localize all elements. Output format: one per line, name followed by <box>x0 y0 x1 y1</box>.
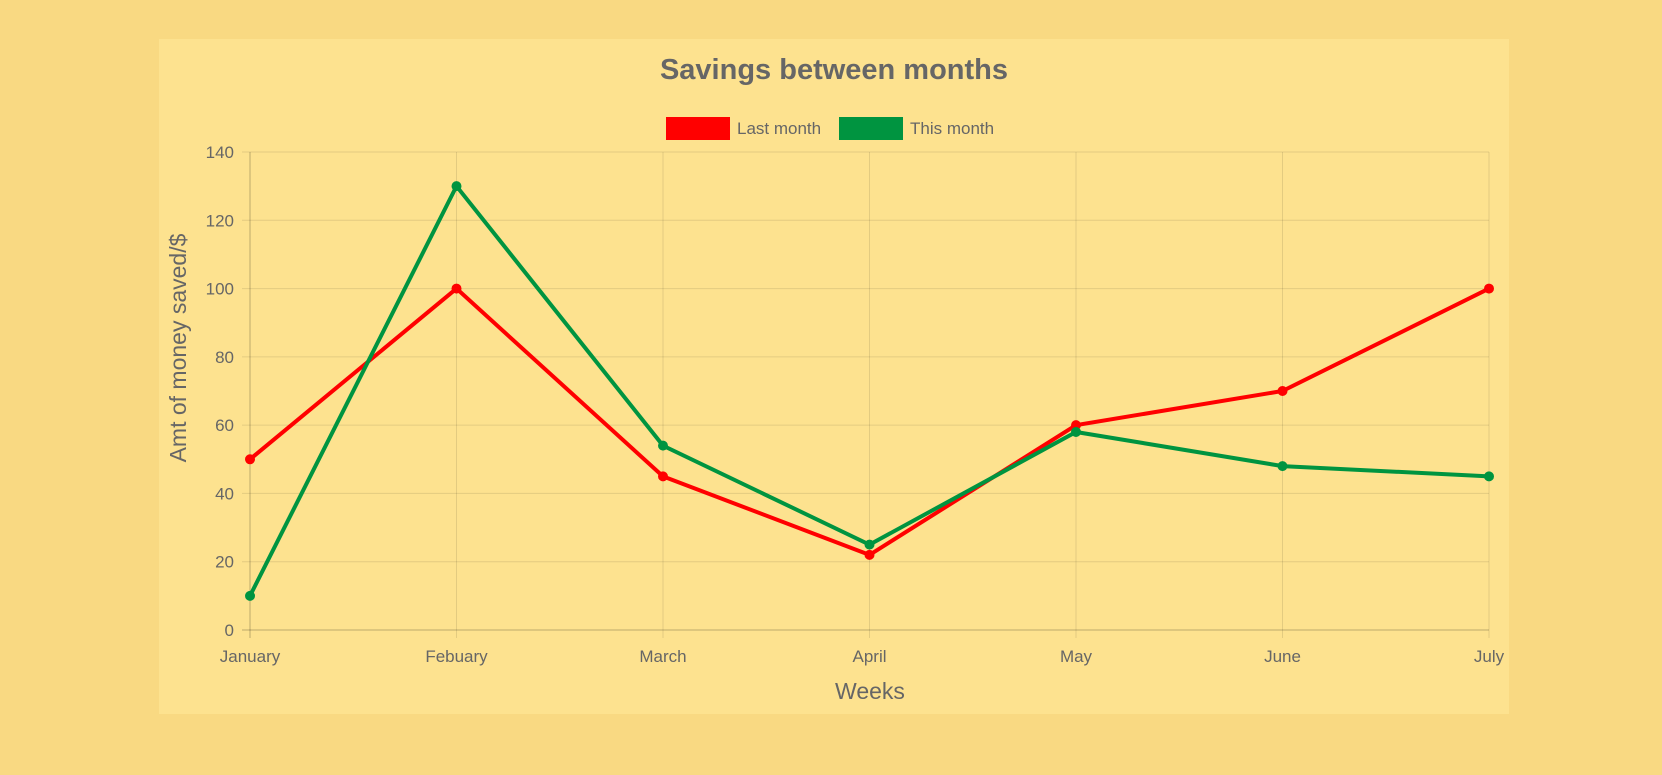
data-point <box>1484 283 1494 294</box>
data-point <box>1277 461 1288 472</box>
data-point <box>864 549 875 560</box>
x-tick-label: May <box>1060 647 1093 666</box>
legend-swatch <box>839 117 903 140</box>
x-tick-label: Febuary <box>425 647 488 666</box>
series-layer <box>245 181 1494 601</box>
data-point <box>245 590 255 601</box>
y-axis-title: Amt of money saved/$ <box>165 233 191 462</box>
chart-panel <box>159 39 1509 714</box>
data-point <box>451 181 462 192</box>
data-point <box>245 454 255 465</box>
legend-label: Last month <box>737 119 821 138</box>
y-tick-label: 80 <box>215 348 234 367</box>
chart-title: Savings between months <box>660 54 1008 86</box>
axes <box>242 152 1489 638</box>
x-tick-label: June <box>1264 647 1301 666</box>
data-point <box>1071 426 1081 437</box>
y-tick-label: 60 <box>215 416 234 435</box>
data-point <box>864 539 875 550</box>
y-tick-label: 40 <box>215 484 234 503</box>
x-tick-label: July <box>1474 647 1505 666</box>
x-tick-label: March <box>639 647 686 666</box>
y-tick-label: 120 <box>206 211 234 230</box>
legend-label: This month <box>910 119 994 138</box>
y-tick-label: 20 <box>215 553 234 572</box>
y-tick-label: 140 <box>206 143 234 162</box>
y-tick-label: 0 <box>225 621 234 640</box>
x-axis-title: Weeks <box>835 678 905 704</box>
legend[interactable]: Last month This month <box>666 117 994 140</box>
tick-labels: 0 20 40 60 80 100 120 140 January Febuary March Apr… <box>206 143 1505 666</box>
data-point <box>658 471 668 482</box>
y-tick-label: 100 <box>206 280 234 299</box>
grid <box>242 151 1490 638</box>
data-point <box>658 440 668 451</box>
data-point <box>1484 471 1494 482</box>
legend-swatch <box>666 117 730 140</box>
data-point <box>1277 386 1288 396</box>
data-point <box>451 283 462 294</box>
legend-item[interactable]: This month <box>839 117 994 140</box>
x-tick-label: January <box>220 647 281 666</box>
x-tick-label: April <box>852 647 886 666</box>
legend-item[interactable]: Last month <box>666 117 821 140</box>
